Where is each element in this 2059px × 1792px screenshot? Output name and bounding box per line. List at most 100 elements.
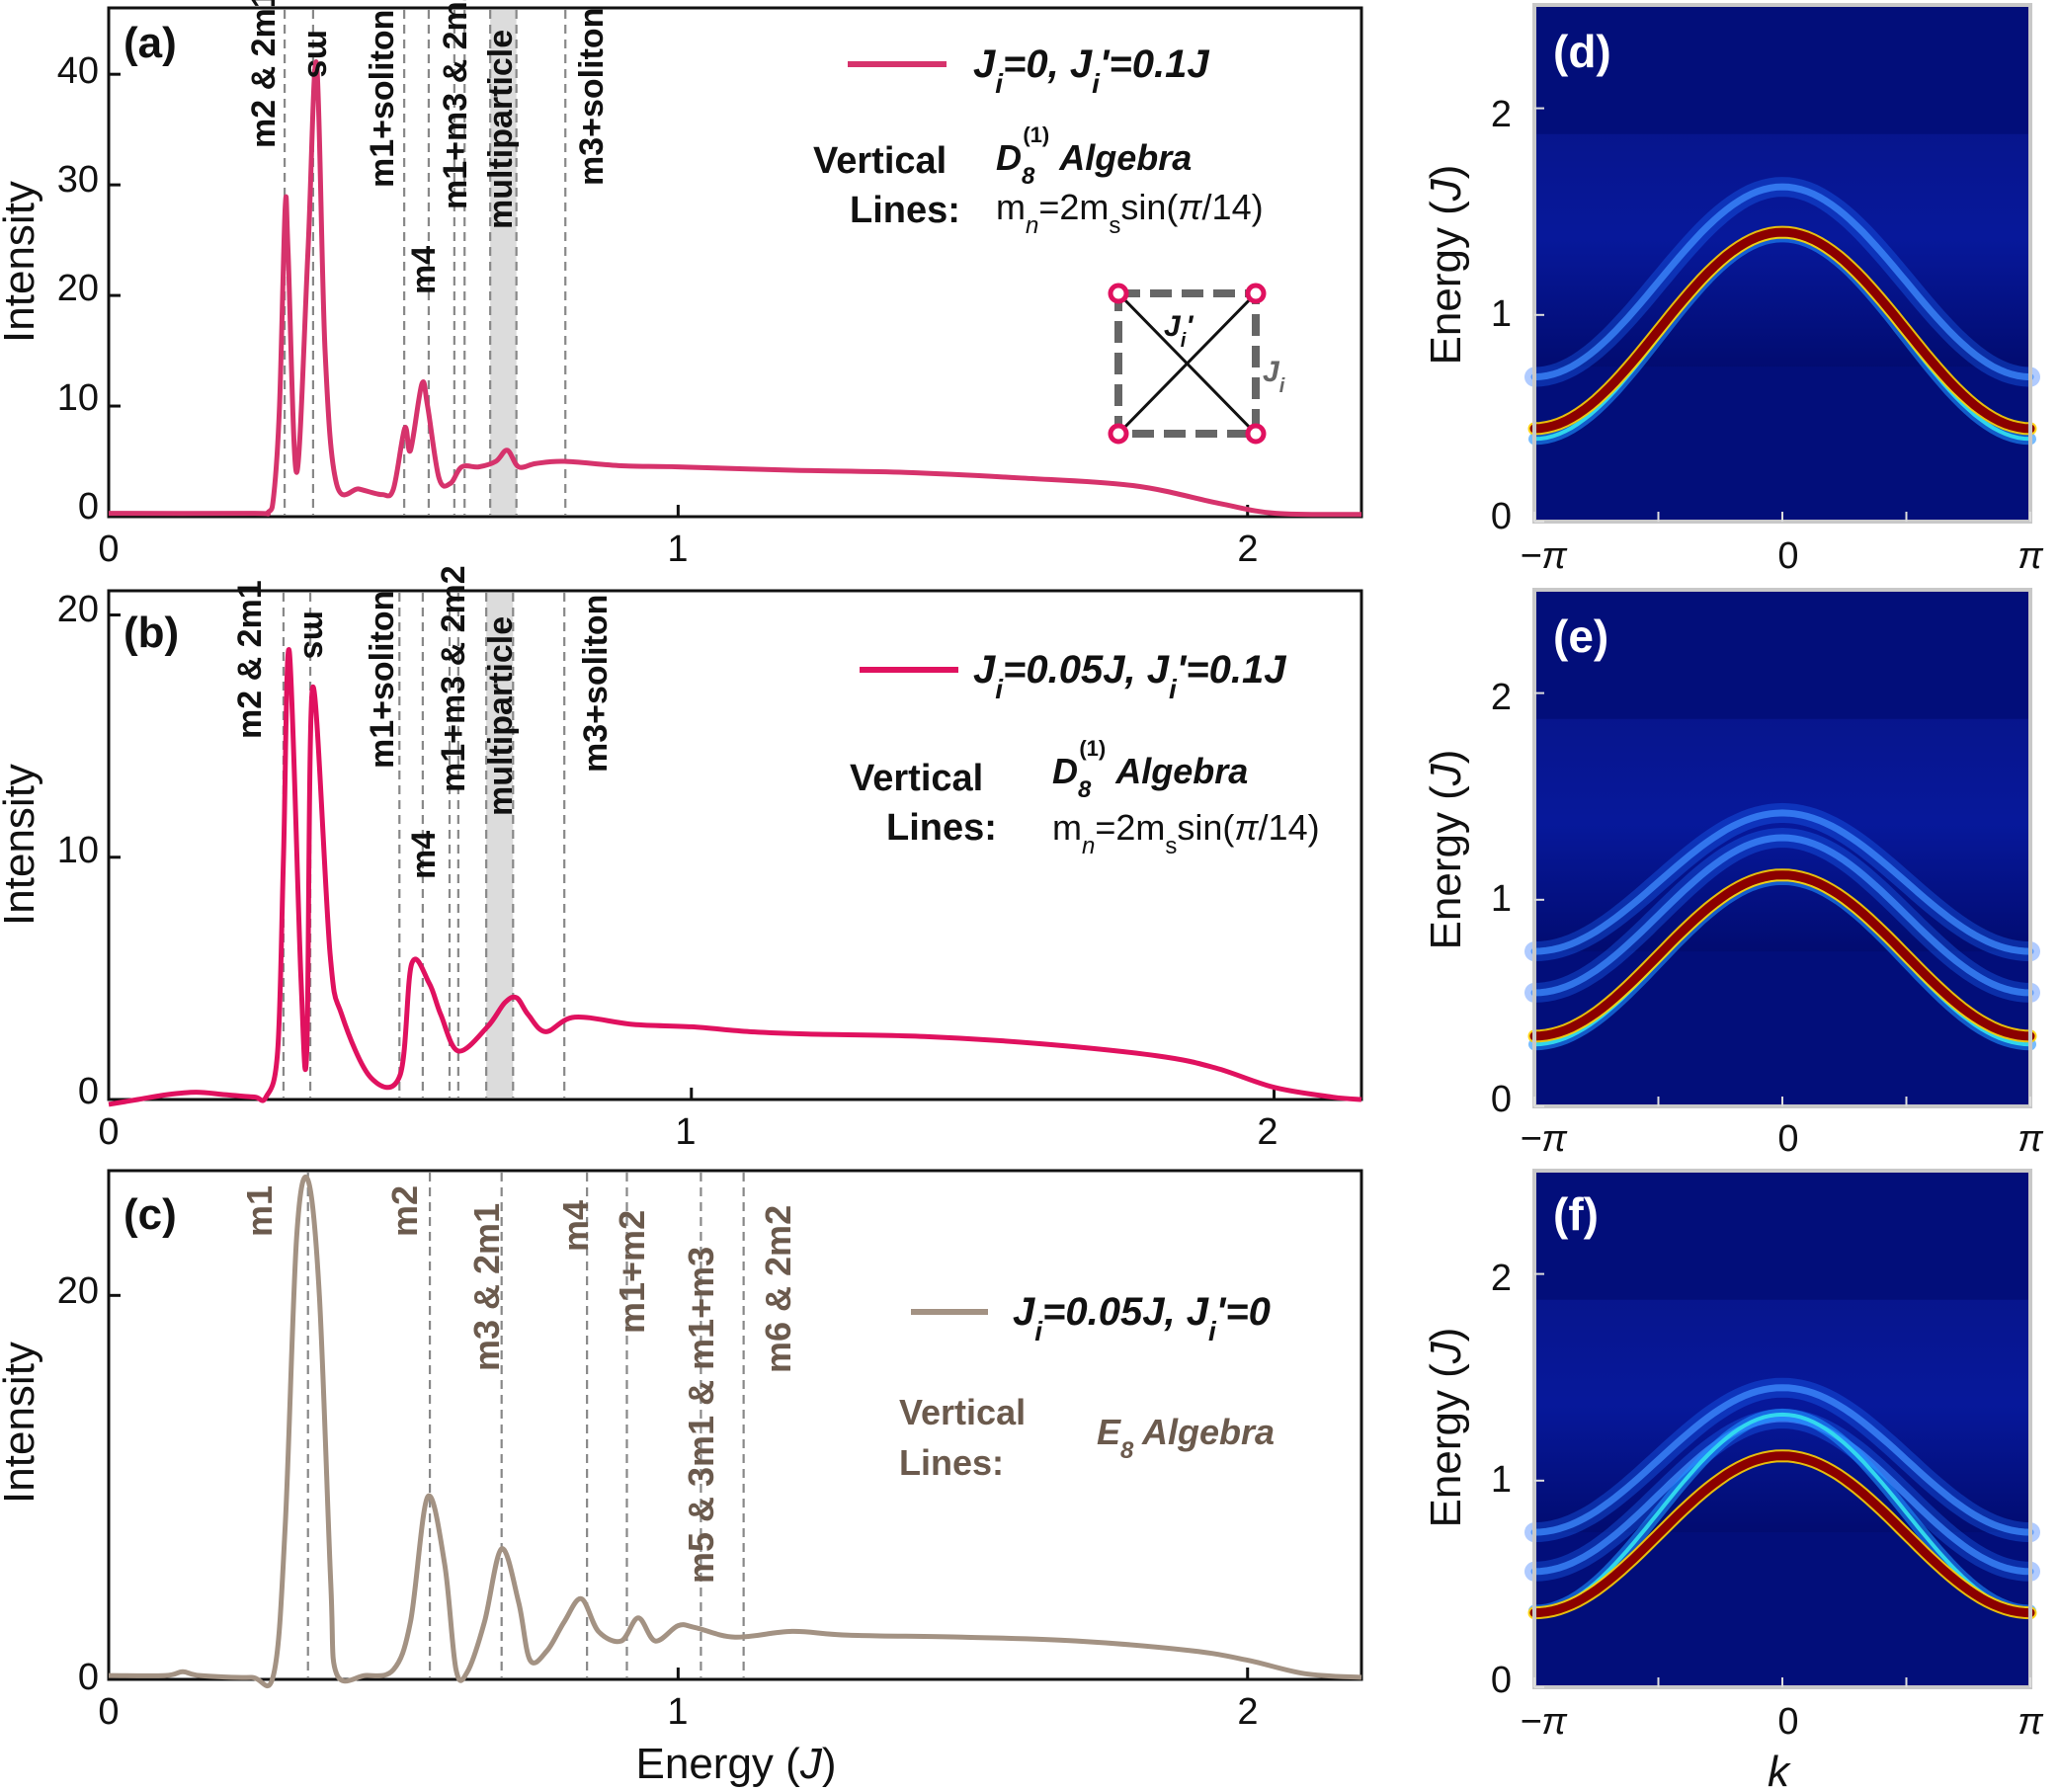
panel-c-label-m6: m6 & 2m2 xyxy=(758,1205,798,1373)
inset-site-2 xyxy=(1245,283,1267,304)
panel-f-ylabel: Energy (J) xyxy=(1422,1328,1470,1528)
panel-c-label-m4: m4 xyxy=(555,1200,596,1252)
panel-c-xtick-1: 1 xyxy=(667,1691,688,1733)
panel-e-ylabel: Energy (J) xyxy=(1422,750,1470,950)
inset-site-4 xyxy=(1245,423,1267,445)
panel-b-ytick-20: 20 xyxy=(57,589,99,630)
panel-c-ytick-20: 20 xyxy=(57,1270,99,1312)
panel-c-label-m2: m2 xyxy=(384,1185,425,1237)
panel-d-xtick-pi: π xyxy=(2018,535,2044,577)
panel-c-note-algebra: E8 Algebra xyxy=(1097,1412,1275,1464)
panel-b-note-vertical: Vertical xyxy=(850,758,983,799)
panel-c-notes: Vertical Lines: E8 Algebra xyxy=(899,1392,1275,1483)
panel-c-series-line xyxy=(108,1174,1362,1689)
panel-f-xtick-pi: π xyxy=(2018,1701,2044,1743)
panel-e-band-3-stroke-1 xyxy=(1529,870,2035,1041)
panel-c-note-lines: Lines: xyxy=(899,1442,1004,1483)
panel-e-ytick-2: 2 xyxy=(1491,677,1512,718)
panel-d-band-2-stroke-1 xyxy=(1529,227,2035,434)
panel-f-letter: (f) xyxy=(1553,1188,1599,1240)
panel-b-label-m3-soliton: m3+soliton xyxy=(577,595,615,773)
panel-b-label-m1-soliton: m1+soliton xyxy=(364,591,401,769)
panel-b-label-m4: m4 xyxy=(405,831,443,879)
inset-square xyxy=(1114,289,1260,438)
panel-c: (c) Intensity 0 20 0 1 2 Energy (J) m1 m… xyxy=(0,1169,1363,1788)
panel-b: (b) Intensity 0 10 20 0 1 2 m2 & 2m1 ms … xyxy=(0,565,1363,1153)
panel-d-ytick-1: 1 xyxy=(1491,293,1512,335)
panel-a-xtick-0: 0 xyxy=(98,529,119,570)
panel-c-label-m1: m1 xyxy=(239,1185,280,1237)
panel-d-heatmap xyxy=(1524,3,2040,524)
panel-a-line-labels: m2 & 2m1 ms m1+soliton m4 m1+m3 & 2m2 mu… xyxy=(245,0,611,294)
panel-a-label-m1m3-2m2: m1+m3 & 2m2 xyxy=(437,0,474,209)
panel-d-ytick-2: 2 xyxy=(1491,94,1512,135)
panel-b-note-formula: mn=2mssin(π/14) xyxy=(1052,807,1320,859)
panel-d: Energy (J) (d) 0 1 2 −π 0 π xyxy=(1422,3,2044,577)
panel-b-ticks: 0 10 20 0 1 2 xyxy=(57,589,1278,1153)
panel-a-label-m1-soliton: m1+soliton xyxy=(364,10,401,188)
panel-a-notes: Vertical Lines: D8(1)Algebra mn=2mssin(π… xyxy=(813,122,1264,239)
panel-a-ylabel: Intensity xyxy=(0,181,43,343)
panel-f: Energy (J) (f) 0 1 2 −π 0 π k xyxy=(1422,1169,2044,1792)
panel-d-band-0-stroke-1 xyxy=(1530,183,2034,381)
panel-a-series-line xyxy=(108,59,1362,518)
panel-e-xtick-pi: π xyxy=(2018,1118,2044,1160)
panel-c-note-vertical: Vertical xyxy=(899,1392,1026,1432)
panel-a-xtick-1: 1 xyxy=(667,529,688,570)
panel-f-band-1-stroke-1 xyxy=(1530,1384,2034,1536)
panel-a-label-ms: ms xyxy=(300,30,338,78)
panel-f-xtick-0: 0 xyxy=(1777,1701,1798,1743)
panel-b-xtick-1: 1 xyxy=(675,1111,696,1153)
panel-a-note-algebra: D8(1)Algebra xyxy=(996,122,1192,190)
panel-b-ylabel: Intensity xyxy=(0,764,43,926)
panel-a-frame xyxy=(107,6,1363,519)
panel-a-inset-diagram: Ji' Ji xyxy=(1108,283,1285,445)
panel-a-legend-label: Ji=0, Ji'=0.1J xyxy=(973,42,1209,99)
panel-c-letter: (c) xyxy=(124,1190,177,1239)
panel-a-letter: (a) xyxy=(124,19,177,67)
panel-e-xtick-minus-pi: −π xyxy=(1520,1118,1568,1160)
inset-label-ji: Ji xyxy=(1263,356,1285,397)
panel-c-label-m1m2: m1+m2 xyxy=(612,1210,652,1334)
panel-a-ytick-30: 30 xyxy=(57,159,99,201)
panel-e: Energy (J) (e) 0 1 2 −π 0 π xyxy=(1422,588,2044,1160)
panel-c-ytick-0: 0 xyxy=(78,1657,99,1698)
panel-e-xtick-0: 0 xyxy=(1777,1118,1798,1160)
panel-b-label-m2-2m1: m2 & 2m1 xyxy=(231,580,269,739)
panel-f-band-2-stroke-1 xyxy=(1532,1412,2032,1613)
panel-a-label-m3-soliton: m3+soliton xyxy=(573,8,611,186)
panel-c-xlabel: Energy (J) xyxy=(636,1740,837,1788)
panel-b-xtick-2: 2 xyxy=(1257,1111,1277,1153)
panel-c-label-m5: m5 & 3m1 & m1+m3 xyxy=(681,1247,721,1584)
panel-b-line-labels: m2 & 2m1 ms m1+soliton m4 m1+m3 & 2m2 mu… xyxy=(231,565,615,879)
panel-d-ytick-0: 0 xyxy=(1491,496,1512,537)
panel-c-legend-label: Ji=0.05J, Ji'=0 xyxy=(1013,1290,1271,1346)
panel-c-label-m3-2m1: m3 & 2m1 xyxy=(466,1203,507,1371)
panel-b-frame xyxy=(107,589,1363,1101)
panel-b-series-line xyxy=(108,647,1362,1107)
panel-b-xtick-0: 0 xyxy=(98,1111,119,1153)
panel-c-ylabel: Intensity xyxy=(0,1342,43,1504)
panel-b-label-multiparticle: multiparticle xyxy=(482,616,520,816)
panel-a-note-lines: Lines: xyxy=(850,190,960,231)
panel-a-label-m2-2m1: m2 & 2m1 xyxy=(245,0,283,148)
panel-a-ytick-20: 20 xyxy=(57,268,99,309)
panel-b-ytick-10: 10 xyxy=(57,830,99,871)
panel-f-xtick-minus-pi: −π xyxy=(1520,1701,1568,1743)
panel-b-ytick-0: 0 xyxy=(78,1071,99,1112)
panel-e-ytick-0: 0 xyxy=(1491,1079,1512,1120)
inset-site-3 xyxy=(1108,423,1129,445)
panel-c-frame xyxy=(107,1169,1363,1681)
panel-a-label-m4: m4 xyxy=(405,246,443,294)
panel-b-legend: Ji=0.05J, Ji'=0.1J xyxy=(860,648,1286,704)
panel-f-xlabel: k xyxy=(1768,1748,1791,1792)
panel-f-band-3-stroke-1 xyxy=(1529,1451,2035,1618)
inset-diagonal-2 xyxy=(1116,291,1258,436)
panel-e-band-1-stroke-1 xyxy=(1530,809,2034,955)
panel-a-multiparticle-band xyxy=(490,10,517,515)
panel-b-plot xyxy=(107,593,1362,1107)
panel-e-band-0-stroke-1 xyxy=(1530,834,2034,997)
panel-d-xtick-0: 0 xyxy=(1777,535,1798,577)
panel-d-ylabel: Energy (J) xyxy=(1422,165,1470,366)
panel-f-ytick-0: 0 xyxy=(1491,1660,1512,1701)
